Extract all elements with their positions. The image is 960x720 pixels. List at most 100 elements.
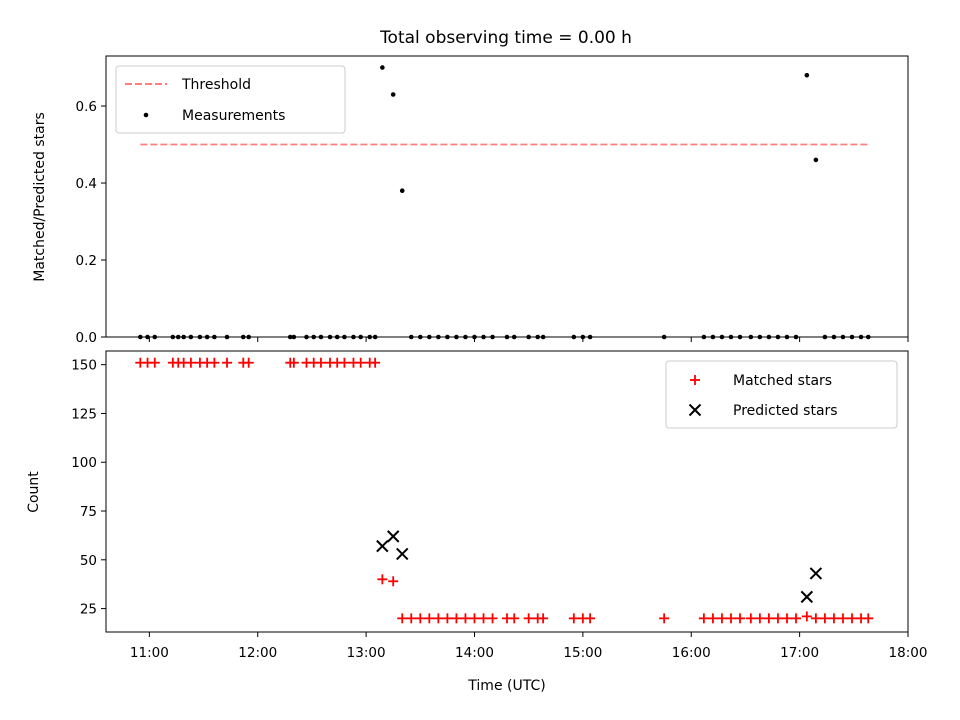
predicted-star-point	[800, 590, 814, 604]
legend-predicted-label: Predicted stars	[733, 403, 838, 419]
matched-star-point	[433, 613, 444, 624]
matched-star-point	[487, 613, 498, 624]
matched-star-point	[388, 576, 399, 587]
matched-star-point	[222, 357, 233, 368]
count-legend: Matched stars Predicted stars	[665, 360, 898, 429]
x-tick-label: 14:00	[455, 645, 494, 661]
legend-predicted-marker	[688, 403, 702, 417]
ratio-legend: Threshold Measurements	[115, 65, 346, 134]
legend-matched-marker	[690, 375, 700, 385]
chart-title: Total observing time = 0.00 h	[379, 28, 632, 48]
measurement-point	[390, 92, 396, 97]
x-tick-label: 16:00	[672, 645, 711, 661]
matched-star-point	[735, 613, 746, 624]
matched-star-point	[424, 613, 435, 624]
predicted-star-point	[396, 547, 409, 561]
matched-star-point	[754, 613, 765, 624]
matched-star-point	[781, 613, 792, 624]
x-tick-label: 12:00	[238, 645, 277, 661]
matched-star-point	[315, 357, 326, 368]
ratio-panel: 0.0 0.2 0.4 0.6 Matched/Predicted stars Thr…	[32, 55, 909, 346]
matched-star-point	[837, 613, 848, 624]
x-tick-label: 13:00	[347, 645, 386, 661]
count-y-tick-label: 100	[71, 455, 97, 471]
count-marks	[135, 357, 874, 624]
count-legend-box	[665, 360, 898, 429]
legend-predicted-glyph	[688, 403, 702, 417]
count-y-tick-label: 25	[80, 602, 97, 618]
matched-star-point	[828, 613, 839, 624]
matched-star-point	[243, 357, 254, 368]
count-y-axis: 25 50 75 100 125 150	[71, 358, 106, 618]
matched-star-point	[339, 357, 350, 368]
matched-star-point	[810, 613, 821, 624]
matched-star-point	[707, 613, 718, 624]
legend-matched-glyph	[690, 375, 700, 385]
predicted-star-point	[376, 539, 389, 553]
count-y-tick-label: 50	[80, 553, 97, 569]
matched-star-point	[397, 613, 408, 624]
matched-star-point	[801, 611, 812, 622]
matched-star-point	[149, 357, 160, 368]
x-tick-label: 18:00	[889, 645, 928, 661]
x-axis-label: Time (UTC)	[467, 678, 545, 694]
matched-star-point	[415, 613, 426, 624]
legend-threshold-label: Threshold	[181, 77, 251, 93]
measurement-point	[380, 65, 385, 70]
predicted-star-point	[809, 567, 823, 580]
matched-star-point	[509, 613, 520, 624]
matched-star-point	[451, 613, 462, 624]
matched-star-point	[819, 613, 830, 624]
measurement-point	[813, 157, 819, 163]
count-y-tick-label: 75	[80, 504, 97, 520]
matched-star-point	[716, 613, 727, 624]
matched-star-point	[355, 357, 366, 368]
matched-star-point	[406, 613, 417, 624]
count-y-axis-label: Count	[26, 471, 42, 513]
measurement-point	[399, 188, 405, 194]
count-x-axis: 11:00 12:00 13:00 14:00 15:00 16:00 17:00 18:00	[130, 632, 928, 661]
matched-star-point	[538, 613, 549, 624]
matched-star-point	[288, 357, 299, 368]
matched-star-point	[745, 613, 756, 624]
count-y-tick-label: 125	[71, 406, 97, 422]
ratio-y-tick-label: 0.0	[76, 330, 97, 346]
matched-star-point	[469, 613, 480, 624]
matched-star-point	[370, 357, 381, 368]
matched-star-point	[523, 613, 534, 624]
ratio-y-axis: 0.0 0.2 0.4 0.6	[76, 99, 106, 346]
ratio-x-axis	[148, 337, 909, 342]
matched-star-point	[478, 613, 489, 624]
count-y-tick-label: 150	[71, 358, 97, 374]
ratio-y-tick-label: 0.6	[76, 99, 97, 115]
count-panel-frame	[105, 350, 909, 633]
x-tick-label: 11:00	[130, 645, 169, 661]
x-tick-label: 17:00	[780, 645, 819, 661]
matched-star-point	[847, 613, 858, 624]
matched-star-point	[585, 613, 596, 624]
measurement-point	[804, 72, 810, 78]
matched-star-point	[209, 357, 220, 368]
ratio-legend-box	[115, 65, 346, 134]
matched-star-point	[185, 357, 196, 368]
matched-star-point	[791, 613, 802, 624]
matched-star-point	[659, 613, 670, 624]
matched-star-point	[772, 613, 783, 624]
ratio-panel-frame	[105, 55, 909, 338]
predicted-star-point	[386, 530, 400, 543]
matched-star-point	[460, 613, 471, 624]
matched-star-point	[442, 613, 453, 624]
legend-measurements-marker	[143, 112, 149, 118]
matched-star-point	[698, 613, 709, 624]
x-tick-label: 15:00	[563, 645, 602, 661]
ratio-y-tick-label: 0.2	[76, 253, 97, 269]
matched-star-point	[377, 574, 388, 585]
matched-star-point	[568, 613, 579, 624]
legend-matched-label: Matched stars	[733, 373, 832, 389]
ratio-y-axis-label: Matched/Predicted stars	[32, 112, 48, 282]
ratio-y-tick-label: 0.4	[76, 176, 97, 192]
matched-star-point	[725, 613, 736, 624]
matched-star-point	[863, 613, 874, 624]
legend-measurements-label: Measurements	[182, 108, 285, 124]
